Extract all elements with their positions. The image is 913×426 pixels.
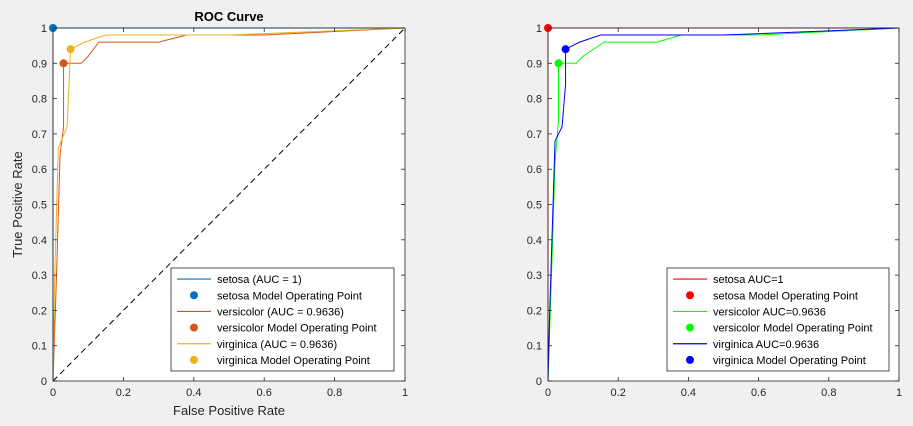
legend-entry-label: versicolor AUC=0.9636: [713, 306, 826, 318]
legend-box: [170, 267, 395, 372]
y-tick-label: 0.5: [527, 200, 542, 212]
legend-entry-label: versicolor Model Operating Point: [217, 323, 377, 335]
x-tick-label: 0.6: [751, 387, 766, 399]
y-axis-label: True Positive Rate: [10, 151, 25, 257]
legend: setosa AUC=1 setosa Model Operating Point…: [666, 267, 890, 372]
x-tick-label: 0.4: [681, 387, 696, 399]
reference-diagonal-line: [52, 27, 406, 382]
y-tick-label: 0.7: [32, 129, 47, 141]
y-tick-label: 1: [536, 23, 542, 35]
legend-marker-icon: [686, 323, 694, 332]
x-tick-label: 0.4: [186, 387, 201, 399]
y-tick-label: 0.8: [527, 94, 542, 106]
x-tick-label: 0.6: [257, 387, 272, 399]
legend-entry-label: versicolor (AUC = 0.9636): [217, 306, 344, 318]
series-line-4: [547, 27, 900, 382]
operating-point-marker-3: [59, 59, 68, 68]
legend-entry-label: virginica (AUC = 0.9636): [217, 339, 337, 351]
y-tick-label: 1: [41, 23, 47, 35]
y-tick-label: 0: [536, 376, 542, 388]
legend-entry-label: virginica Model Operating Point: [217, 355, 370, 367]
chart-panel-2: 0 0.2 0.4 0.6 0.8 1 0 0.1 0.2 0.3 0.4 0.5 0.6 0.7 0.8 0…: [527, 23, 902, 399]
y-tick-label: 0.3: [32, 270, 47, 282]
x-tick-label: 0: [545, 387, 551, 399]
y-tick-label: 0.9: [527, 58, 542, 70]
legend-box: [666, 267, 890, 372]
y-tick-label: 0.8: [32, 94, 47, 106]
legend-entry-label: setosa Model Operating Point: [713, 290, 858, 302]
y-tick-label: 0.6: [527, 164, 542, 176]
legend-entry-label: setosa (AUC = 1): [217, 274, 302, 286]
legend-marker-icon: [190, 323, 198, 332]
x-tick-label: 0.2: [116, 387, 131, 399]
operating-point-marker-3: [554, 59, 563, 68]
x-tick-label: 1: [402, 387, 408, 399]
x-tick-label: 0.2: [611, 387, 626, 399]
y-tick-label: 0.5: [32, 200, 47, 212]
legend-entry-label: virginica AUC=0.9636: [713, 339, 819, 351]
x-tick-label: 1: [896, 387, 902, 399]
y-tick-label: 0.4: [527, 235, 542, 247]
y-tick-label: 0.1: [32, 341, 47, 353]
operating-point-marker-5: [561, 45, 570, 54]
legend-marker-icon: [190, 355, 198, 364]
legend-entry-label: versicolor Model Operating Point: [713, 323, 873, 335]
chart-title: ROC Curve: [194, 9, 263, 24]
x-tick-label: 0: [50, 387, 56, 399]
legend-entry-label: virginica Model Operating Point: [713, 355, 866, 367]
x-tick-label: 0.8: [821, 387, 836, 399]
y-tick-label: 0.9: [32, 58, 47, 70]
y-tick-label: 0.3: [527, 270, 542, 282]
y-tick-label: 0.6: [32, 164, 47, 176]
x-axis-label: False Positive Rate: [173, 403, 285, 418]
y-tick-label: 0.1: [527, 341, 542, 353]
x-tick-label: 0.8: [327, 387, 342, 399]
legend: setosa (AUC = 1) setosa Model Operating P…: [170, 267, 395, 372]
y-tick-label: 0.2: [32, 305, 47, 317]
legend-entry-label: setosa Model Operating Point: [217, 290, 362, 302]
operating-point-marker-5: [66, 45, 75, 54]
legend-marker-icon: [686, 355, 694, 364]
y-tick-label: 0.7: [527, 129, 542, 141]
y-tick-label: 0.4: [32, 235, 47, 247]
chart-panel-1: 0 0.2 0.4 0.6 0.8 1 0 0.1 0.2 0.3 0.4 0.5 0.6 0.7 0.8 0…: [10, 9, 408, 418]
legend-marker-icon: [686, 291, 694, 300]
y-tick-label: 0: [41, 376, 47, 388]
legend-marker-icon: [190, 291, 198, 300]
y-tick-label: 0.2: [527, 305, 542, 317]
legend-entry-label: setosa AUC=1: [713, 274, 784, 286]
